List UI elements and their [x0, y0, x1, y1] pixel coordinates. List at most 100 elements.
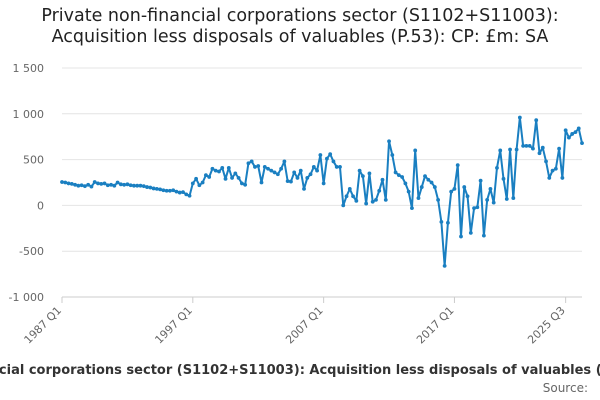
data-point: [207, 175, 212, 179]
data-point: [213, 168, 218, 173]
y-tick-label: 0: [37, 199, 44, 212]
data-point: [161, 188, 166, 193]
data-point: [383, 198, 388, 202]
data-point: [576, 126, 581, 131]
data-point: [442, 263, 447, 268]
data-point: [380, 177, 385, 182]
data-point: [285, 179, 290, 184]
data-point: [370, 199, 375, 204]
data-point: [259, 180, 264, 185]
x-tick-label: 2025 Q3: [525, 304, 568, 347]
data-point: [406, 189, 411, 194]
data-point: [269, 168, 274, 173]
data-point: [550, 168, 555, 173]
data-point: [524, 143, 529, 148]
data-point: [423, 174, 427, 178]
legend-label: Private non-financial corporations secto…: [0, 363, 600, 378]
data-point: [501, 176, 506, 181]
data-point: [452, 187, 457, 191]
data-point: [517, 115, 522, 120]
data-point: [289, 179, 293, 184]
data-point: [344, 194, 349, 199]
data-point: [347, 187, 352, 191]
data-point: [495, 165, 499, 170]
data-point: [253, 165, 257, 169]
data-point: [534, 118, 539, 123]
data-point: [220, 165, 225, 170]
data-point: [233, 171, 238, 176]
data-point: [210, 166, 215, 171]
data-point: [481, 233, 486, 238]
data-point: [203, 173, 208, 178]
data-point: [436, 198, 441, 202]
data-point: [351, 194, 355, 199]
data-point: [158, 187, 163, 192]
data-point: [364, 201, 369, 206]
data-point: [164, 188, 169, 193]
data-point: [148, 185, 153, 190]
data-point: [236, 176, 241, 180]
data-point: [567, 135, 571, 140]
data-point: [60, 180, 64, 184]
data-point: [118, 182, 123, 187]
data-point: [547, 176, 552, 180]
data-point: [82, 184, 87, 189]
data-point: [197, 183, 202, 188]
y-tick-label: 500: [23, 154, 44, 167]
data-point: [426, 177, 431, 182]
data-point: [455, 163, 460, 167]
y-tick-label: 1 000: [13, 108, 45, 121]
data-point: [112, 183, 117, 188]
data-point: [187, 193, 192, 198]
data-point: [76, 183, 81, 188]
data-point: [357, 168, 362, 173]
data-point: [151, 186, 156, 191]
y-tick-label: 1 500: [13, 62, 45, 75]
data-point: [563, 128, 568, 133]
data-point: [472, 206, 476, 211]
chart-title: Private non-financial corporations secto…: [0, 6, 600, 48]
data-point: [508, 147, 512, 152]
data-point: [69, 181, 74, 186]
data-point: [275, 172, 280, 177]
data-point: [246, 161, 251, 166]
data-point: [168, 188, 172, 193]
data-point: [334, 165, 339, 169]
data-point: [521, 143, 526, 148]
data-point: [321, 181, 326, 186]
data-point: [416, 196, 421, 200]
data-point: [540, 145, 545, 150]
data-point: [177, 190, 182, 195]
x-tick-label: 1987 Q1: [22, 304, 65, 347]
data-point: [560, 176, 565, 180]
data-point: [109, 182, 113, 187]
data-point: [527, 143, 532, 148]
data-point: [465, 194, 470, 199]
data-point: [96, 181, 100, 186]
data-point: [387, 139, 391, 144]
data-point: [295, 176, 300, 180]
data-point: [325, 156, 329, 161]
data-point: [377, 188, 382, 193]
data-point: [374, 198, 378, 202]
data-point: [282, 159, 287, 164]
data-point: [292, 170, 297, 175]
data-point: [125, 182, 130, 187]
data-point: [73, 182, 77, 187]
data-point: [171, 188, 176, 193]
x-tick-label: 2007 Q1: [283, 304, 326, 347]
data-point: [66, 181, 71, 186]
data-point: [115, 180, 120, 185]
data-point: [485, 198, 490, 202]
data-point: [239, 181, 244, 186]
data-point: [570, 132, 575, 136]
data-point: [429, 180, 434, 185]
data-point: [459, 234, 463, 239]
data-point: [419, 185, 424, 189]
data-point: [99, 181, 104, 186]
data-point: [511, 196, 516, 200]
data-point: [360, 174, 365, 178]
data-point: [308, 172, 313, 177]
y-tick-label: -1 000: [9, 291, 44, 304]
data-point: [537, 151, 542, 156]
